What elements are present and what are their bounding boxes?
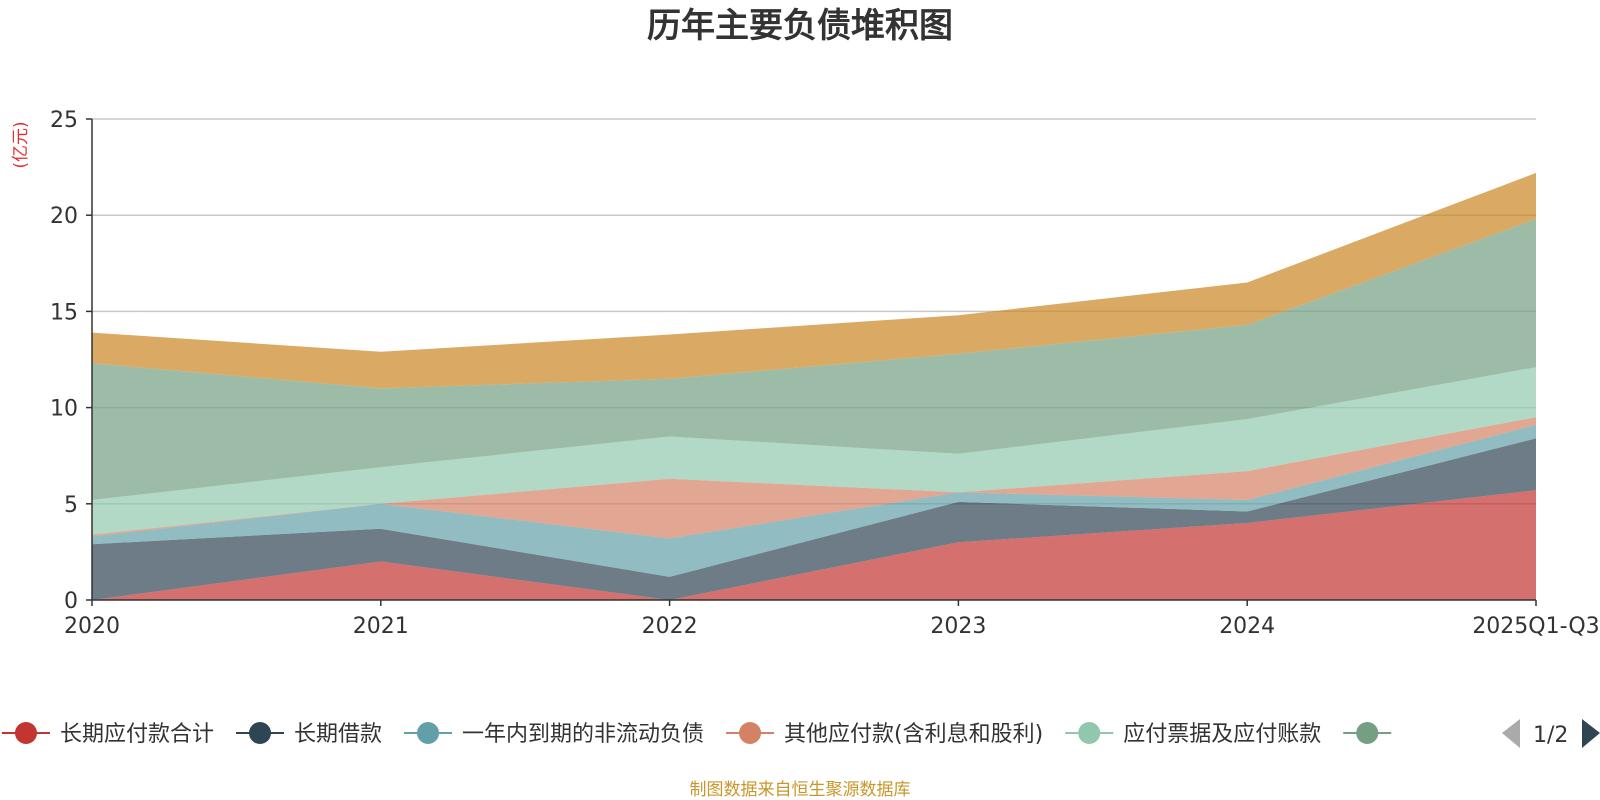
legend-label: 其他应付款(含利息和股利)	[784, 722, 1043, 747]
series-area-0	[92, 490, 1536, 600]
legend-marker-icon	[1356, 722, 1379, 744]
series-area-1	[92, 438, 1536, 600]
x-tick-label: 2023	[930, 614, 986, 639]
axes	[91, 119, 1536, 601]
series-area-5	[92, 219, 1536, 500]
legend-marker-icon	[249, 722, 272, 744]
x-tick-label: 2024	[1219, 614, 1275, 639]
x-tick-label: 2020	[64, 614, 120, 639]
legend-next-icon[interactable]	[1582, 719, 1600, 748]
series-area-2	[92, 424, 1536, 577]
y-axis-ticks: 0 5 10 15 20 25	[50, 108, 92, 614]
source-note: 制图数据来自恒生聚源数据库	[690, 780, 911, 800]
legend-label: 应付票据及应付账款	[1123, 722, 1321, 747]
legend-item[interactable]	[1343, 722, 1392, 744]
legend-label: 长期应付款合计	[60, 722, 214, 747]
legend-pager: 1/2	[1502, 719, 1600, 748]
legend-item[interactable]: 长期借款	[236, 722, 382, 747]
series-areas	[92, 172, 1536, 600]
y-tick-label: 0	[64, 589, 78, 614]
legend-page-indicator: 1/2	[1533, 723, 1568, 748]
legend: 长期应付款合计 长期借款 一年内到期的非流动负债 其他应付款(含利息和股利) 应付票据及…	[2, 722, 1392, 747]
legend-item[interactable]: 长期应付款合计	[2, 722, 214, 747]
y-axis-unit-label: (亿元)	[11, 121, 31, 168]
x-tick-label: 2021	[353, 614, 409, 639]
legend-marker-icon	[1078, 722, 1101, 744]
y-tick-label: 20	[50, 204, 78, 229]
legend-item[interactable]: 应付票据及应付账款	[1065, 722, 1321, 747]
x-tick-label: 2025Q1-Q3	[1472, 614, 1599, 639]
legend-label: 一年内到期的非流动负债	[462, 722, 704, 747]
x-tick-label: 2022	[642, 614, 698, 639]
series-area-4	[92, 367, 1536, 535]
x-axis-ticks: 2020 2021 2022 2023 2024 2025Q1-Q3	[64, 600, 1600, 639]
series-area-6	[92, 172, 1536, 389]
y-tick-label: 15	[50, 300, 78, 325]
series-area-3	[92, 417, 1536, 539]
legend-marker-icon	[15, 722, 37, 744]
legend-marker-icon	[739, 722, 762, 744]
legend-marker-icon	[417, 722, 440, 744]
y-tick-label: 5	[64, 493, 78, 518]
chart-title: 历年主要负债堆积图	[647, 6, 953, 46]
legend-label: 长期借款	[294, 722, 382, 747]
legend-item[interactable]: 一年内到期的非流动负债	[404, 722, 704, 747]
legend-prev-icon[interactable]	[1502, 719, 1520, 748]
y-tick-label: 10	[50, 397, 78, 422]
y-tick-label: 25	[50, 108, 78, 133]
legend-item[interactable]: 其他应付款(含利息和股利)	[726, 722, 1043, 747]
